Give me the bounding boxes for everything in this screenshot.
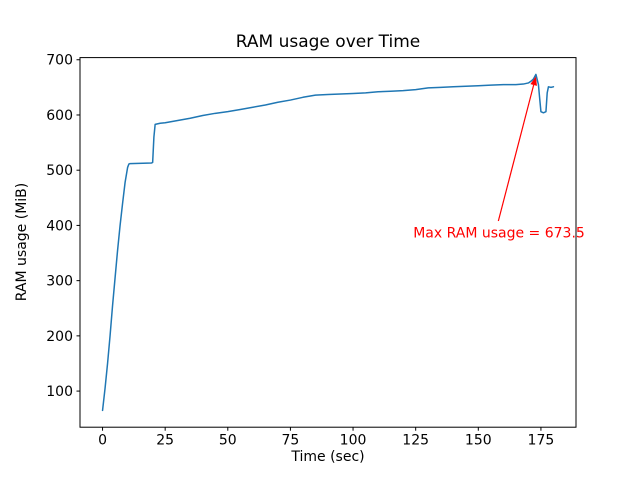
svg-text:400: 400 [46, 218, 73, 234]
svg-text:700: 700 [46, 53, 73, 69]
svg-text:200: 200 [46, 329, 73, 345]
svg-text:100: 100 [46, 384, 73, 400]
svg-text:75: 75 [282, 433, 300, 449]
svg-text:50: 50 [219, 433, 237, 449]
svg-text:150: 150 [465, 433, 492, 449]
svg-text:500: 500 [46, 163, 73, 179]
chart-title: RAM usage over Time [236, 32, 420, 52]
svg-text:25: 25 [156, 433, 174, 449]
axes-layer: 0 25 50 75 100 125 150 175 100 200 300 400 500 600 700 [46, 53, 577, 449]
x-axis-label: Time (sec) [290, 449, 364, 465]
svg-text:300: 300 [46, 274, 73, 290]
svg-text:0: 0 [98, 433, 107, 449]
svg-text:600: 600 [46, 108, 73, 124]
y-axis-label: RAM usage (MiB) [14, 183, 30, 301]
svg-text:125: 125 [402, 433, 429, 449]
line-series [101, 73, 555, 412]
annotation-text: Max RAM usage = 673.5 [413, 226, 585, 242]
svg-text:100: 100 [340, 433, 367, 449]
annotation-arrow [497, 76, 537, 222]
svg-text:175: 175 [528, 433, 555, 449]
